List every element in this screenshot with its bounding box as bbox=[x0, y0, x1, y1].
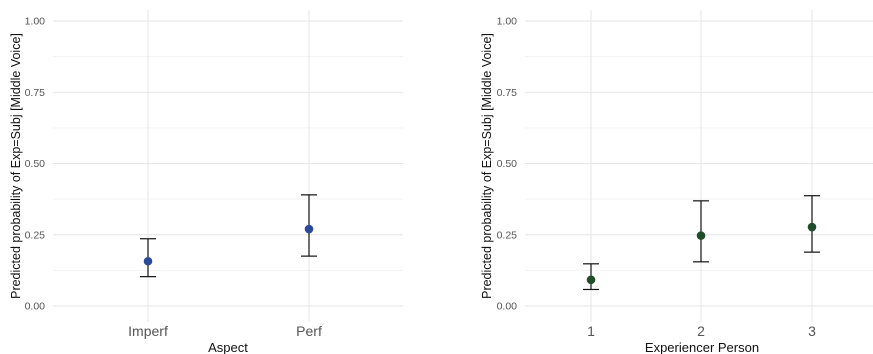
y-tick-label: 0.00 bbox=[497, 301, 518, 313]
y-tick-label: 0.00 bbox=[25, 301, 46, 313]
x-tick-label: Imperf bbox=[128, 323, 168, 339]
y-axis-title: Predicted probability of Exp=Subj [Middl… bbox=[480, 33, 494, 299]
y-tick-label: 0.50 bbox=[25, 158, 46, 170]
y-tick-label: 0.75 bbox=[25, 87, 46, 99]
x-tick-label: 3 bbox=[808, 323, 816, 339]
x-tick-label: Perf bbox=[296, 323, 322, 339]
x-tick-label: 1 bbox=[587, 323, 595, 339]
y-tick-label: 0.25 bbox=[25, 229, 46, 241]
x-axis-title: Experiencer Person bbox=[645, 340, 759, 354]
y-tick-label: 0.50 bbox=[497, 158, 518, 170]
x-tick-label: 2 bbox=[697, 323, 705, 339]
y-tick-label: 1.00 bbox=[25, 16, 46, 28]
data-point bbox=[143, 256, 153, 266]
data-point bbox=[696, 231, 706, 240]
data-point bbox=[586, 275, 596, 285]
y-axis-title: Predicted probability of Exp=Subj [Middl… bbox=[9, 33, 23, 299]
data-point bbox=[807, 222, 817, 232]
aspect-panel: 0.00 0.25 0.50 0.75 1.00 Imperf Perf Aspect Pred… bbox=[9, 10, 403, 354]
data-point bbox=[304, 224, 314, 234]
y-tick-label: 1.00 bbox=[497, 16, 518, 28]
y-tick-label: 0.25 bbox=[497, 229, 518, 241]
x-axis-title: Aspect bbox=[208, 340, 248, 354]
experiencer-person-panel: 0.00 0.25 0.50 0.75 1.00 1 2 3 Experiencer Perso… bbox=[480, 10, 873, 354]
y-tick-label: 0.75 bbox=[497, 87, 518, 99]
